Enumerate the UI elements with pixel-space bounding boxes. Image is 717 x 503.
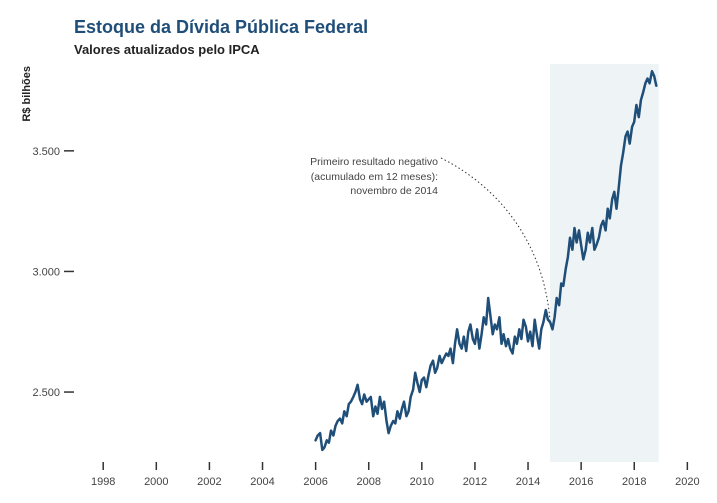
series-line — [314, 69, 658, 452]
y-tick-label: 2.500 — [32, 387, 60, 399]
x-tick-label: 2010 — [410, 476, 434, 488]
shaded-region — [550, 64, 659, 462]
annotation-text: (acumulado em 12 meses): — [311, 171, 438, 183]
x-tick-label: 2002 — [197, 476, 221, 488]
chart-title: Estoque da Dívida Pública Federal — [74, 17, 369, 37]
y-tick-label: 3.000 — [32, 266, 60, 278]
x-tick-label: 2014 — [516, 476, 540, 488]
annotation-text: Primeiro resultado negativo — [310, 156, 438, 168]
annotation-text: novembro de 2014 — [350, 185, 438, 197]
x-tick-label: 2006 — [303, 476, 327, 488]
x-tick-label: 2018 — [622, 476, 646, 488]
x-tick-label: 2016 — [569, 476, 593, 488]
x-tick-label: 1998 — [91, 476, 115, 488]
y-tick-label: 3.500 — [32, 146, 60, 158]
x-tick-label: 2000 — [144, 476, 168, 488]
x-tick-label: 2004 — [250, 476, 274, 488]
x-tick-label: 2020 — [675, 476, 699, 488]
chart-subtitle: Valores atualizados pelo IPCA — [74, 42, 260, 57]
x-tick-label: 2012 — [463, 476, 487, 488]
y-axis-label: R$ bilhões — [21, 66, 33, 122]
x-tick-label: 2008 — [356, 476, 380, 488]
annotation-connector — [440, 157, 551, 323]
